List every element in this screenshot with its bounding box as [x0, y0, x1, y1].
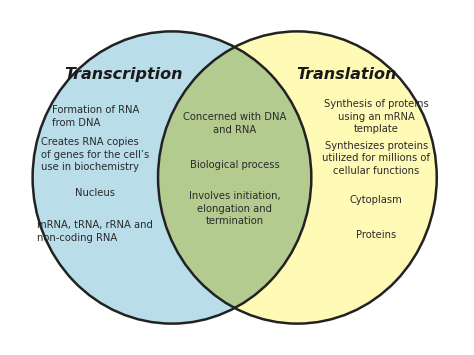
Text: Synthesizes proteins
utilized for millions of
cellular functions: Synthesizes proteins utilized for millio…: [322, 141, 430, 176]
Text: Involves initiation,
elongation and
termination: Involves initiation, elongation and term…: [189, 191, 281, 226]
Text: Formation of RNA
from DNA: Formation of RNA from DNA: [52, 105, 139, 128]
Text: mRNA, tRNA, rRNA and
non-coding RNA: mRNA, tRNA, rRNA and non-coding RNA: [37, 220, 153, 242]
Text: Cytoplasm: Cytoplasm: [350, 195, 403, 205]
Polygon shape: [158, 47, 311, 308]
Text: Nucleus: Nucleus: [75, 188, 115, 198]
Text: Biological process: Biological process: [190, 160, 280, 170]
Text: Concerned with DNA
and RNA: Concerned with DNA and RNA: [183, 113, 286, 135]
Text: Translation: Translation: [296, 67, 396, 82]
Text: Proteins: Proteins: [356, 230, 396, 240]
Ellipse shape: [33, 31, 311, 324]
Text: Synthesis of proteins
using an mRNA
template: Synthesis of proteins using an mRNA temp…: [324, 99, 428, 134]
Text: Creates RNA copies
of genes for the cell’s
use in biochemistry: Creates RNA copies of genes for the cell…: [41, 137, 149, 172]
Text: Transcription: Transcription: [64, 67, 182, 82]
Ellipse shape: [158, 31, 437, 324]
